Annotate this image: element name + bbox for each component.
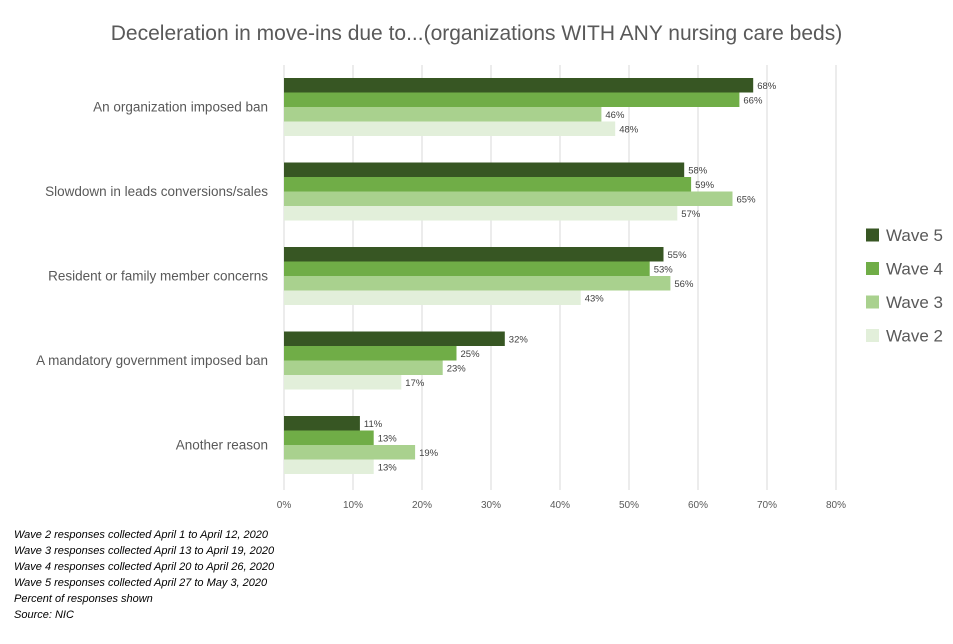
bar	[284, 276, 671, 291]
x-tick-label: 30%	[481, 500, 501, 511]
data-label: 68%	[757, 81, 777, 92]
category-label: Resident or family member concerns	[48, 269, 268, 284]
category-label: An organization imposed ban	[93, 100, 268, 115]
bar	[284, 121, 616, 136]
x-tick-label: 10%	[343, 500, 363, 511]
data-label: 55%	[668, 250, 688, 261]
data-label: 53%	[654, 264, 674, 275]
legend: Wave 5 Wave 4 Wave 3 Wave 2	[866, 226, 943, 346]
data-label: 66%	[743, 95, 763, 106]
note-line: Wave 2 responses collected April 1 to Ap…	[14, 529, 268, 541]
data-label: 32%	[509, 334, 529, 345]
data-label: 58%	[688, 165, 708, 176]
data-label: 43%	[585, 293, 605, 304]
note-line: Source: NIC	[14, 609, 74, 621]
data-label: 23%	[447, 363, 467, 374]
bar	[284, 375, 402, 390]
category-label: Another reason	[176, 438, 268, 453]
note-line: Percent of responses shown	[14, 593, 153, 605]
data-labels: 68% 66% 46% 48% 58% 59% 65% 57% 55% 53%56% 43% 32% 2…	[364, 81, 777, 474]
chart-notes: Wave 2 responses collected April 1 to Ap…	[14, 527, 274, 623]
data-label: 25%	[461, 349, 481, 360]
legend-swatch	[866, 228, 879, 242]
bar	[284, 162, 685, 177]
bars	[284, 78, 754, 474]
legend-swatch	[866, 295, 879, 309]
bar	[284, 445, 416, 460]
data-label: 57%	[681, 209, 701, 220]
x-tick-label: 50%	[619, 500, 639, 511]
data-label: 56%	[674, 279, 694, 290]
bar	[284, 247, 664, 262]
note-line: Wave 3 responses collected April 13 to A…	[14, 545, 275, 557]
bar	[284, 430, 374, 445]
x-axis-ticks: 0% 10% 20% 30% 40% 50% 60% 70% 80%	[277, 500, 846, 511]
bar	[284, 107, 602, 122]
category-labels: An organization imposed ban Slowdown in l…	[36, 100, 268, 453]
bar	[284, 78, 754, 93]
x-tick-label: 40%	[550, 500, 570, 511]
legend-swatch	[866, 262, 879, 275]
category-label: Slowdown in leads conversions/sales	[45, 184, 268, 199]
bar	[284, 261, 650, 276]
data-label: 11%	[364, 419, 383, 430]
bar	[284, 459, 374, 474]
bar	[284, 331, 505, 346]
x-tick-label: 20%	[412, 500, 432, 511]
bar	[284, 360, 443, 375]
data-label: 65%	[737, 194, 757, 205]
legend-label: Wave 5	[886, 226, 943, 245]
bar	[284, 191, 733, 206]
x-tick-label: 0%	[277, 500, 292, 511]
note-line: Wave 4 responses collected April 20 to A…	[14, 561, 275, 573]
x-tick-label: 70%	[757, 500, 777, 511]
legend-swatch	[866, 329, 879, 342]
data-label: 13%	[378, 462, 398, 473]
bar	[284, 92, 740, 107]
bar	[284, 177, 692, 192]
legend-label: Wave 4	[886, 260, 943, 279]
x-tick-label: 80%	[826, 500, 846, 511]
legend-label: Wave 2	[886, 327, 943, 346]
bar	[284, 290, 581, 305]
x-tick-label: 60%	[688, 500, 708, 511]
note-line: Wave 5 responses collected April 27 to M…	[14, 577, 268, 589]
data-label: 17%	[405, 378, 425, 389]
bar	[284, 206, 678, 221]
data-label: 46%	[605, 110, 625, 121]
bar	[284, 346, 457, 361]
legend-label: Wave 3	[886, 293, 943, 312]
data-label: 59%	[695, 180, 715, 191]
chart-title: Deceleration in move-ins due to...(organ…	[110, 22, 843, 45]
data-label: 13%	[378, 433, 398, 444]
data-label: 19%	[419, 448, 439, 459]
data-label: 48%	[619, 124, 639, 135]
category-label: A mandatory government imposed ban	[36, 353, 268, 368]
bar	[284, 416, 360, 431]
